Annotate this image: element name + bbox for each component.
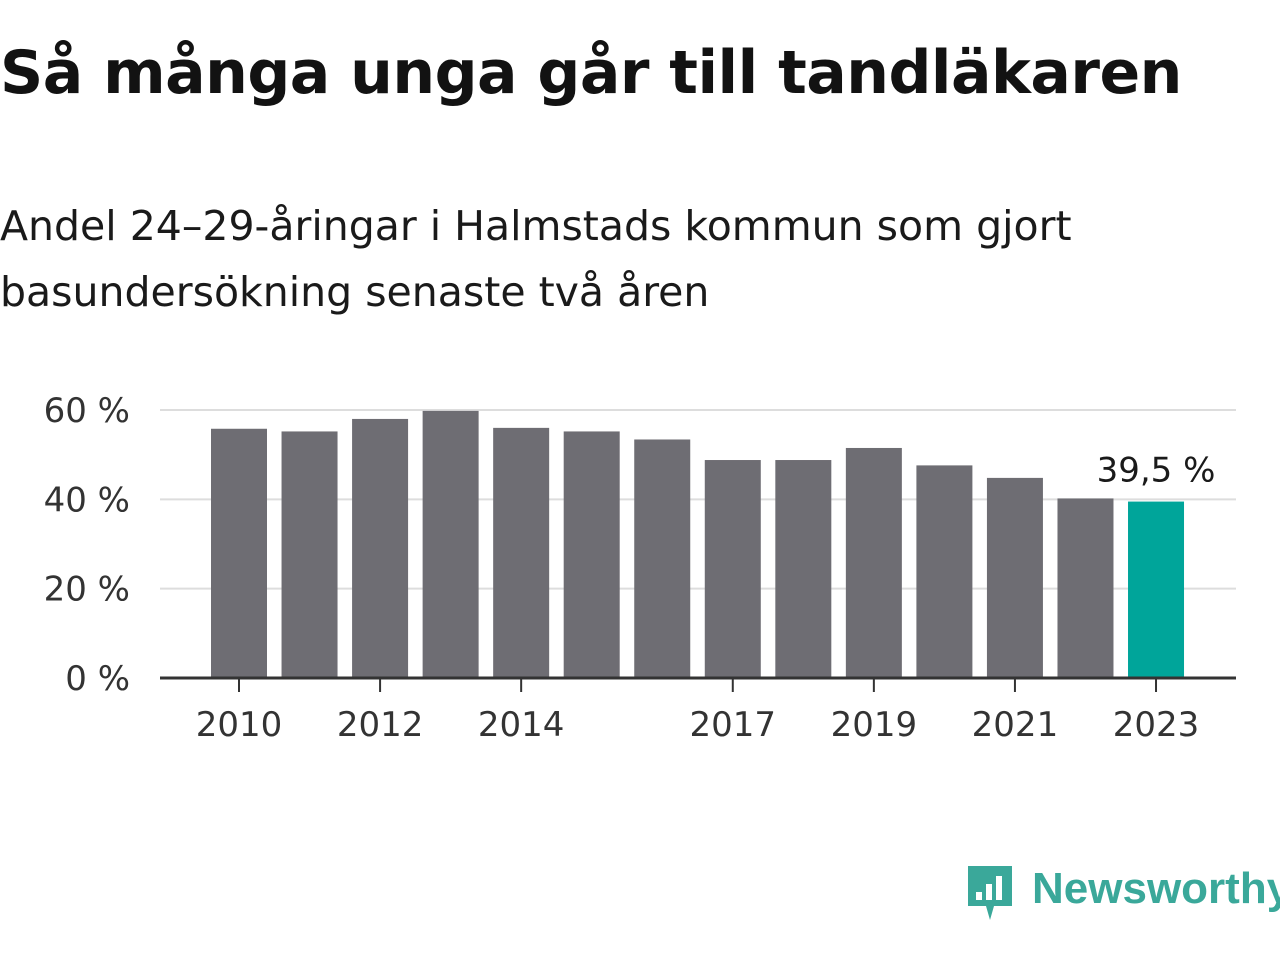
bar	[563, 431, 620, 678]
bar	[634, 439, 691, 678]
brand: Newsworthy	[964, 862, 1280, 926]
x-tick-label: 2010	[196, 705, 283, 745]
bar	[1057, 498, 1114, 678]
newsworthy-logo-icon	[968, 866, 1012, 920]
bar	[493, 427, 550, 678]
bar	[845, 447, 902, 678]
chart-title: Så många unga går till tandläkaren	[0, 38, 1182, 108]
x-tick-label: 2014	[478, 705, 565, 745]
x-tick-label: 2017	[690, 705, 777, 745]
bar	[916, 465, 973, 678]
brand-name: Newsworthy	[1032, 864, 1280, 913]
bar	[704, 460, 761, 678]
y-tick-label: 20 %	[44, 570, 130, 610]
x-tick-label: 2023	[1113, 705, 1200, 745]
x-tick-label: 2021	[972, 705, 1059, 745]
bar-chart: 0 % 20 % 40 % 60 % 2010 2012 2014 2017 2019 2021 2…	[44, 391, 1236, 745]
y-tick-label: 40 %	[44, 480, 130, 520]
y-tick-label: 0 %	[65, 659, 130, 699]
y-tick-label: 60 %	[44, 391, 130, 431]
bar	[352, 418, 409, 678]
bar	[211, 428, 267, 678]
bar	[986, 477, 1043, 678]
chart-subtitle: Andel 24–29-åringar i Halmstads kommun s…	[0, 202, 1072, 316]
x-tick-label: 2012	[337, 705, 424, 745]
bar	[422, 410, 479, 678]
bar	[1128, 501, 1185, 678]
bar	[775, 460, 832, 678]
x-tick-label: 2019	[831, 705, 918, 745]
value-label: 39,5 %	[1097, 451, 1216, 491]
bar	[281, 431, 338, 678]
